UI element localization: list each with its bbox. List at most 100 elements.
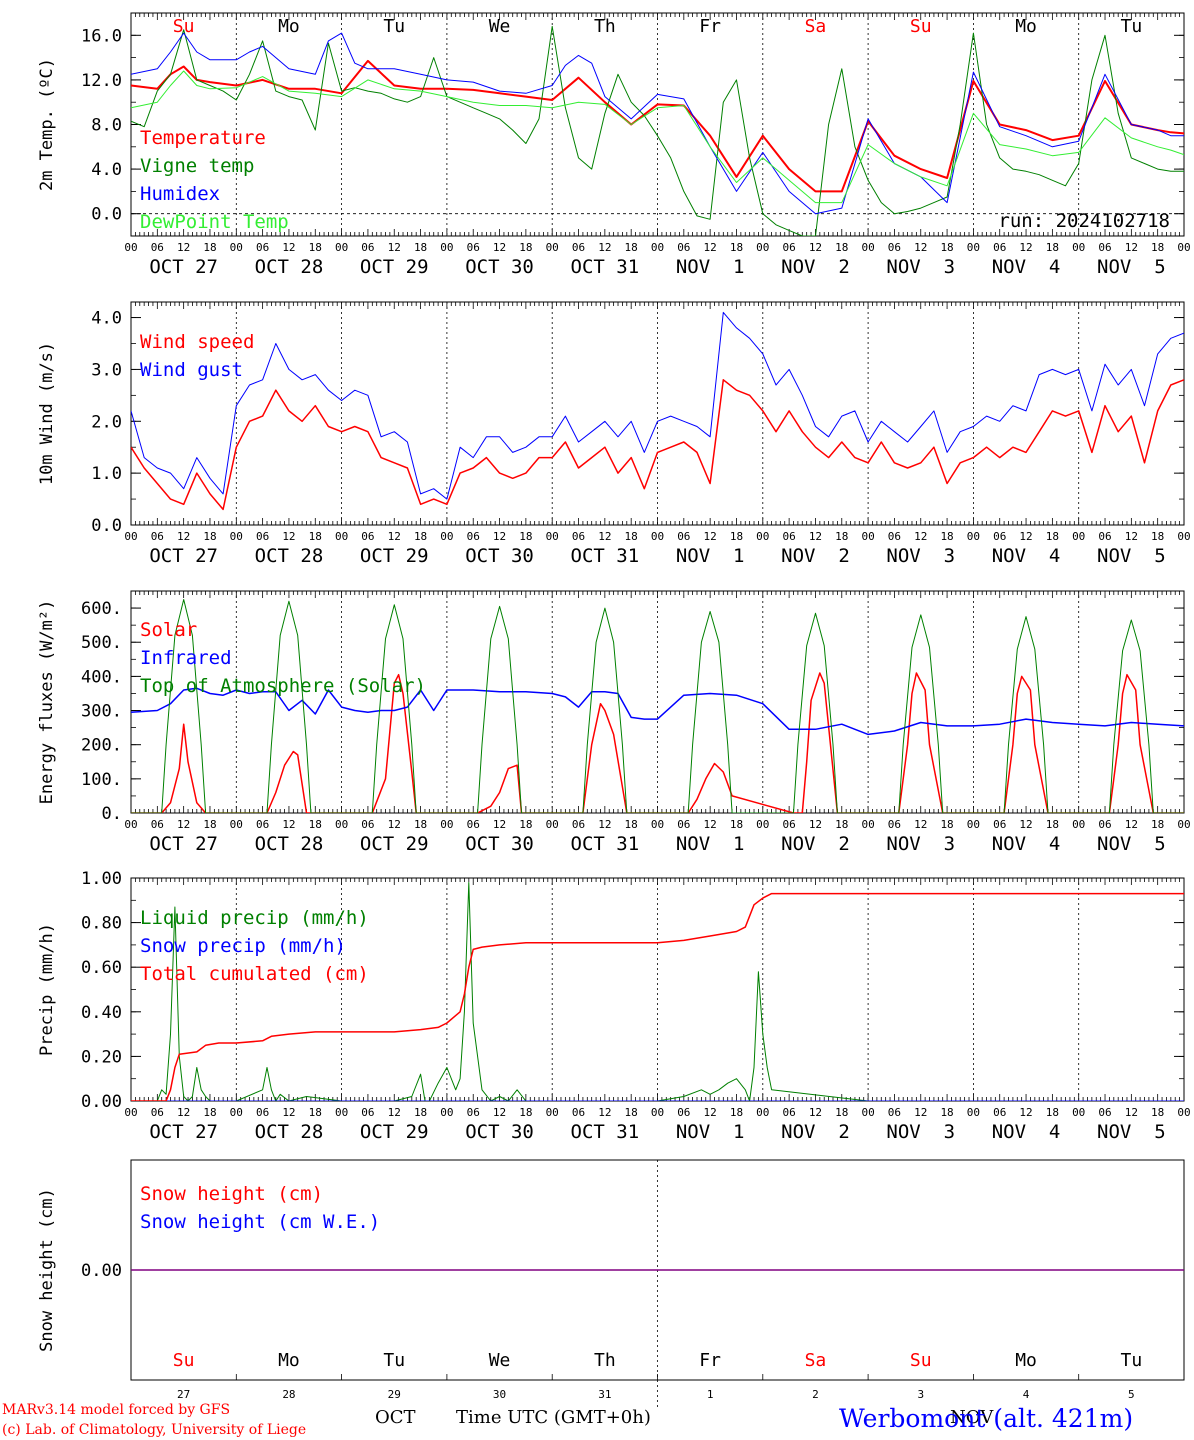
hour-tick-label: 18 (625, 1106, 638, 1119)
hour-tick-label: 00 (651, 818, 664, 831)
day-number-label: 5 (1128, 1388, 1135, 1401)
hour-tick-label: 12 (704, 1106, 717, 1119)
y-tick-label: 0.20 (81, 1047, 122, 1067)
day-number-label: 30 (493, 1388, 506, 1401)
hour-tick-label: 00 (1072, 1106, 1085, 1119)
legend-entry: DewPoint Temp (140, 211, 289, 233)
hour-tick-label: 18 (1151, 818, 1164, 831)
date-label: OCT 27 (149, 833, 218, 855)
hour-tick-label: 06 (361, 241, 374, 254)
hour-tick-label: 00 (1072, 818, 1085, 831)
hour-tick-label: 00 (124, 530, 137, 543)
legend-entry: Liquid precip (mm/h) (140, 907, 369, 929)
hour-tick-label: 18 (835, 530, 848, 543)
weekday-label: Tu (383, 1350, 405, 1371)
hour-tick-label: 06 (677, 818, 690, 831)
weekday-label: Su (910, 1350, 932, 1371)
hour-tick-label: 12 (493, 818, 506, 831)
hour-tick-label: 12 (914, 241, 927, 254)
hour-tick-label: 00 (861, 818, 874, 831)
hour-tick-label: 12 (388, 530, 401, 543)
hour-tick-label: 18 (835, 241, 848, 254)
hour-tick-label: 00 (230, 530, 243, 543)
hour-tick-label: 00 (756, 241, 769, 254)
date-label: NOV 3 (886, 545, 955, 567)
hour-tick-label: 18 (1151, 530, 1164, 543)
hour-tick-label: 12 (914, 530, 927, 543)
date-label: OCT 28 (255, 545, 324, 567)
y-axis-label: Energy fluxes (W/m²) (37, 600, 57, 805)
hour-tick-label: 00 (546, 241, 559, 254)
hour-tick-label: 12 (1125, 818, 1138, 831)
weekday-label: We (489, 16, 511, 37)
date-label: NOV 2 (781, 545, 850, 567)
hour-tick-label: 18 (940, 530, 953, 543)
hour-tick-label: 06 (993, 1106, 1006, 1119)
weekday-label: Tu (1121, 16, 1143, 37)
hour-tick-label: 00 (230, 818, 243, 831)
date-label: OCT 29 (360, 833, 429, 855)
y-tick-label: 0.40 (81, 1003, 122, 1023)
day-number-label: 31 (598, 1388, 611, 1401)
day-number-label: 3 (917, 1388, 924, 1401)
series-line-liquid-precip-mm-h- (131, 882, 1184, 1101)
hour-tick-label: 12 (598, 241, 611, 254)
series-line-solar (131, 672, 1184, 813)
hour-tick-label: 00 (967, 818, 980, 831)
hour-tick-label: 12 (704, 530, 717, 543)
date-label: NOV 5 (1097, 256, 1166, 278)
hour-tick-label: 06 (467, 818, 480, 831)
hour-tick-label: 00 (440, 241, 453, 254)
hour-tick-label: 00 (1177, 818, 1190, 831)
legend-entry: Infrared (140, 647, 232, 669)
hour-tick-label: 06 (256, 241, 269, 254)
legend-entry: Total cumulated (cm) (140, 963, 369, 985)
hour-tick-label: 00 (967, 241, 980, 254)
hour-tick-label: 06 (1098, 1106, 1111, 1119)
day-number-label: 28 (282, 1388, 295, 1401)
hour-tick-label: 00 (651, 241, 664, 254)
series-line-top-of-atmosphere-solar- (131, 599, 1184, 813)
weekday-label: Mo (1015, 1350, 1037, 1371)
hour-tick-label: 00 (756, 818, 769, 831)
hour-tick-label: 00 (1072, 241, 1085, 254)
hour-tick-label: 12 (598, 1106, 611, 1119)
date-label: NOV 1 (676, 545, 745, 567)
hour-tick-label: 06 (572, 241, 585, 254)
date-label: NOV 3 (886, 833, 955, 855)
day-number-label: 29 (388, 1388, 401, 1401)
date-label: NOV 3 (886, 1121, 955, 1143)
series-line-infrared (131, 687, 1184, 736)
y-tick-label: 3.0 (91, 360, 122, 380)
legend-entry: Wind speed (140, 331, 254, 353)
hour-tick-label: 00 (546, 818, 559, 831)
hour-tick-label: 18 (1046, 530, 1059, 543)
y-tick-label: 12.0 (81, 71, 122, 91)
hour-tick-label: 18 (625, 241, 638, 254)
date-label: NOV 1 (676, 256, 745, 278)
date-label: OCT 31 (571, 833, 640, 855)
hour-tick-label: 18 (940, 1106, 953, 1119)
hour-tick-label: 18 (1046, 241, 1059, 254)
hour-tick-label: 18 (1046, 1106, 1059, 1119)
date-label: OCT 30 (465, 833, 534, 855)
hour-tick-label: 00 (1072, 530, 1085, 543)
legend-entry: Top of Atmosphere (Solar) (140, 675, 426, 697)
hour-tick-label: 00 (967, 530, 980, 543)
hour-tick-label: 12 (282, 1106, 295, 1119)
hour-tick-label: 06 (467, 1106, 480, 1119)
y-tick-label: 400. (81, 667, 122, 687)
y-tick-label: 600. (81, 599, 122, 619)
hour-tick-label: 12 (282, 241, 295, 254)
hour-tick-label: 12 (598, 818, 611, 831)
hour-tick-label: 18 (519, 530, 532, 543)
date-label: NOV 2 (781, 833, 850, 855)
hour-tick-label: 12 (1019, 1106, 1032, 1119)
hour-tick-label: 12 (388, 818, 401, 831)
y-tick-label: 0.60 (81, 958, 122, 978)
legend-entry: Vigne temp (140, 155, 254, 177)
hour-tick-label: 12 (493, 1106, 506, 1119)
date-label: OCT 30 (465, 545, 534, 567)
footer-copyright-line: (c) Lab. of Climatology, University of L… (2, 1422, 306, 1438)
